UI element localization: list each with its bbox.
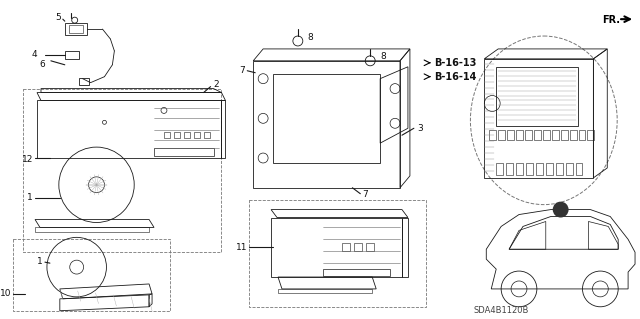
Bar xyxy=(366,243,374,251)
Bar xyxy=(342,243,351,251)
Bar xyxy=(496,163,503,175)
Bar xyxy=(525,130,532,140)
Bar xyxy=(561,130,568,140)
Circle shape xyxy=(553,202,568,218)
Bar xyxy=(516,130,523,140)
Text: 3: 3 xyxy=(417,124,422,133)
Bar xyxy=(164,132,170,138)
Text: 10: 10 xyxy=(0,289,12,298)
Text: 7: 7 xyxy=(362,190,368,199)
Bar xyxy=(174,132,180,138)
Bar xyxy=(65,51,79,59)
Text: FR.: FR. xyxy=(602,15,620,25)
Bar xyxy=(489,130,496,140)
Bar xyxy=(536,163,543,175)
Text: B-16-14: B-16-14 xyxy=(434,72,476,82)
Bar xyxy=(526,163,533,175)
Bar xyxy=(23,89,221,252)
Bar xyxy=(278,289,372,293)
Text: 5: 5 xyxy=(55,13,61,22)
Bar xyxy=(507,130,514,140)
Bar xyxy=(556,163,563,175)
Bar xyxy=(516,163,523,175)
Bar xyxy=(496,67,577,126)
Text: 6: 6 xyxy=(39,60,45,69)
Text: 1: 1 xyxy=(37,257,43,266)
Text: 2: 2 xyxy=(214,80,219,89)
Text: 11: 11 xyxy=(236,243,247,252)
Text: B-16-13: B-16-13 xyxy=(434,58,476,68)
Text: SDA4B1120B: SDA4B1120B xyxy=(474,306,529,315)
Bar xyxy=(249,200,426,307)
Bar xyxy=(154,148,214,156)
Bar xyxy=(534,130,541,140)
Bar xyxy=(204,132,209,138)
Text: 1: 1 xyxy=(28,193,33,202)
Bar xyxy=(506,163,513,175)
Bar xyxy=(323,269,390,276)
Bar xyxy=(194,132,200,138)
Bar xyxy=(579,130,586,140)
Bar xyxy=(498,130,505,140)
Bar xyxy=(546,163,553,175)
Bar xyxy=(570,130,577,140)
Bar xyxy=(184,132,189,138)
Text: 4: 4 xyxy=(31,50,37,59)
Bar xyxy=(552,130,559,140)
Bar xyxy=(79,78,88,85)
Text: 7: 7 xyxy=(239,66,245,75)
Text: 12: 12 xyxy=(22,155,33,165)
Bar xyxy=(543,130,550,140)
Bar xyxy=(35,227,149,233)
Text: 8: 8 xyxy=(308,33,314,41)
Bar xyxy=(13,239,170,311)
Bar xyxy=(566,163,573,175)
Bar xyxy=(588,130,595,140)
Bar xyxy=(575,163,582,175)
Bar xyxy=(355,243,362,251)
Text: 8: 8 xyxy=(380,52,386,61)
